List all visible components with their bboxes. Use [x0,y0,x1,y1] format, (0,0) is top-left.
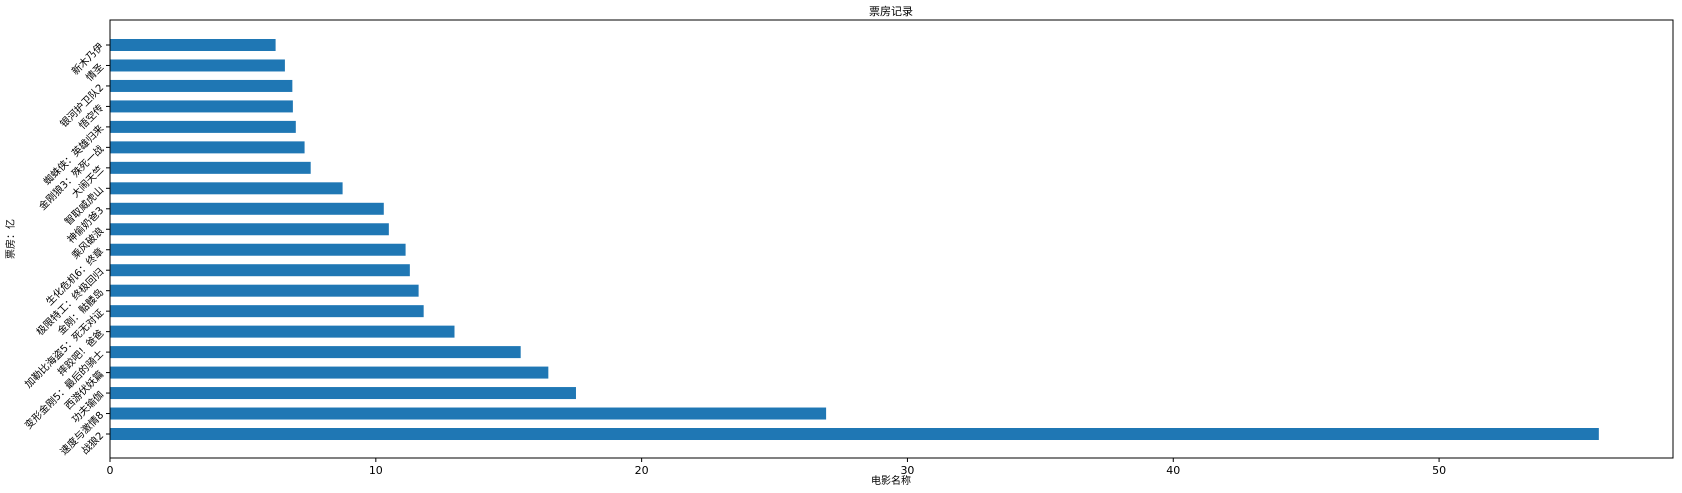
bar [110,284,419,297]
bar [110,366,549,379]
x-tick-label: 10 [369,464,383,477]
bar [110,407,827,420]
bar [110,387,576,400]
bar [110,182,343,195]
bars-group [110,39,1599,440]
y-axis-label: 票房：亿 [4,219,17,259]
bar [110,39,276,51]
y-axis-ticks: 战狼2速度与激情8功夫瑜伽西游伏妖篇变形金刚5：最后的骑士摔跤吧！爸爸加勒比海盗… [22,40,110,458]
x-axis-label: 电影名称 [871,474,911,487]
x-axis-ticks: 0 10 20 30 40 50 [107,458,1446,477]
bar [110,305,424,318]
x-tick-label: 30 [900,464,914,477]
bar [110,120,296,133]
x-tick-label: 40 [1166,464,1180,477]
plot-frame [109,19,1674,459]
bar [110,325,455,338]
bar [110,223,389,236]
bar [110,79,293,92]
bar [110,428,1599,440]
bar [110,243,406,256]
bar [110,346,521,359]
bar [110,264,410,277]
x-tick-label: 50 [1432,464,1446,477]
x-tick-label: 0 [107,464,114,477]
bar [110,100,293,113]
bar [110,59,285,72]
bar [110,161,311,174]
bar [110,202,384,215]
x-tick-label: 20 [635,464,649,477]
bar [110,141,305,154]
chart-title: 票房记录 [869,5,913,18]
